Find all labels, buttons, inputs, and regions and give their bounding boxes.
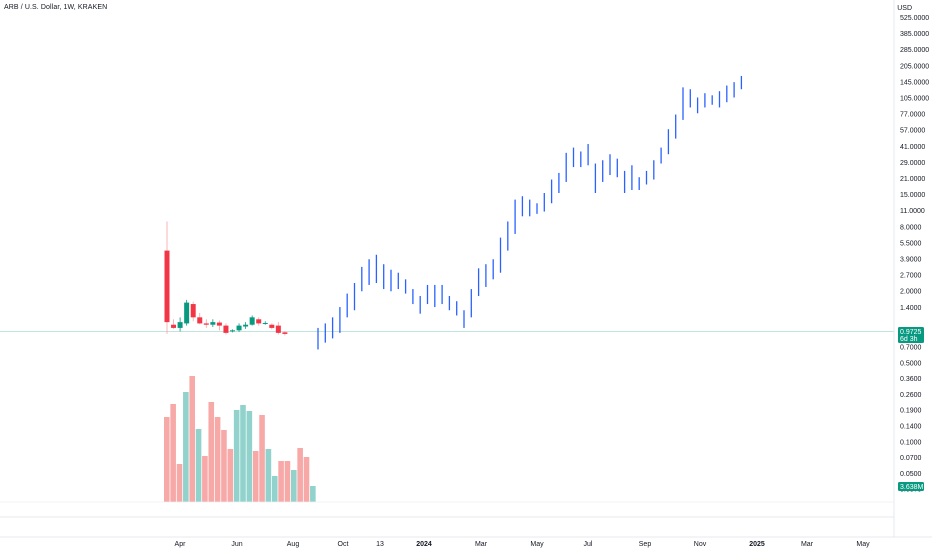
- price-tick-label: 29.0000: [900, 160, 925, 167]
- candle: [269, 323, 275, 330]
- candle: [190, 301, 196, 322]
- volume-bar: [227, 449, 234, 502]
- time-tick-label: Nov: [694, 541, 707, 548]
- volume-bar: [303, 457, 310, 502]
- price-tick-label: 5.5000: [900, 240, 922, 247]
- time-tick-label: Sep: [639, 541, 652, 548]
- price-tick-label: 21.0000: [900, 176, 925, 183]
- current-price-badge: 0.9725 6d 3h: [898, 327, 924, 343]
- volume-bar: [164, 417, 170, 502]
- volume-bar: [271, 476, 278, 502]
- volume-bar: [259, 415, 265, 502]
- price-tick-label: 3.9000: [900, 257, 922, 264]
- volume-bar: [195, 429, 202, 502]
- time-tick-label: 2024: [416, 541, 432, 548]
- candle: [184, 299, 190, 326]
- price-tick-label: 145.0000: [900, 79, 929, 86]
- price-tick-label: 525.0000: [900, 15, 929, 22]
- volume-bar: [291, 470, 297, 502]
- chart-title: ARB / U.S. Dollar, 1W, KRAKEN: [4, 4, 108, 11]
- projection-bars: [317, 75, 743, 350]
- volume-bar: [252, 451, 259, 502]
- volume-bar: [176, 464, 183, 502]
- bar-countdown: 6d 3h: [900, 336, 918, 343]
- candle: [282, 330, 288, 336]
- volume-badge: 3.638M: [898, 482, 924, 491]
- price-tick-label: 2.0000: [900, 289, 922, 296]
- candle: [249, 315, 255, 326]
- time-tick-label: Jun: [231, 541, 242, 548]
- price-tick-label: 77.0000: [900, 112, 925, 119]
- volume-bars: [164, 376, 316, 502]
- volume-bar: [208, 402, 215, 502]
- price-tick-label: 41.0000: [900, 144, 925, 151]
- price-axis[interactable]: 525.0000 385.0000 285.0000 205.0000 145.0000…: [900, 15, 929, 494]
- candle: [171, 319, 177, 329]
- volume-bar: [297, 448, 303, 502]
- time-tick-label: Apr: [175, 541, 187, 548]
- candle: [223, 323, 229, 335]
- price-tick-label: 57.0000: [900, 128, 925, 135]
- candle: [262, 321, 268, 325]
- price-tick-label: 0.1400: [900, 424, 922, 431]
- volume-bar: [183, 392, 189, 502]
- time-tick-label: Mar: [801, 541, 814, 548]
- price-tick-label: 0.5000: [900, 360, 922, 367]
- price-tick-label: 8.0000: [900, 224, 922, 231]
- volume-bar: [310, 486, 316, 502]
- candle: [210, 319, 216, 327]
- candle: [216, 320, 222, 331]
- price-tick-label: 0.1000: [900, 439, 922, 446]
- time-tick-label: Oct: [338, 541, 349, 548]
- price-tick-label: 0.7000: [900, 345, 922, 352]
- time-tick-label: May: [856, 541, 870, 548]
- price-tick-label: 1.4000: [900, 305, 922, 312]
- time-tick-label: Jul: [584, 541, 593, 548]
- volume-bar: [240, 405, 246, 502]
- volume-value: 3.638M: [900, 484, 924, 491]
- price-tick-label: 205.0000: [900, 63, 929, 70]
- price-tick-label: 0.3600: [900, 376, 922, 383]
- price-tick-label: 0.0500: [900, 471, 922, 478]
- time-tick-label: 13: [376, 541, 384, 548]
- candle: [230, 329, 235, 333]
- volume-bar: [214, 417, 221, 502]
- time-tick-label: 2025: [749, 541, 765, 548]
- price-tick-label: 11.0000: [900, 208, 925, 215]
- volume-bar: [189, 376, 195, 502]
- volume-bar: [221, 430, 227, 502]
- volume-bar: [284, 461, 291, 502]
- current-price-value: 0.9725: [900, 329, 922, 336]
- candle: [243, 322, 249, 329]
- time-tick-label: Mar: [475, 541, 488, 548]
- price-tick-label: 2.7000: [900, 273, 922, 280]
- price-tick-label: 0.2600: [900, 392, 922, 399]
- volume-bar: [233, 410, 240, 502]
- time-tick-label: May: [530, 541, 544, 548]
- price-tick-label: 285.0000: [900, 47, 929, 54]
- volume-bar: [278, 461, 284, 502]
- candle: [203, 319, 209, 328]
- candle: [236, 323, 242, 332]
- time-axis[interactable]: Apr Jun Aug Oct 13 2024 Mar May Jul Sep Nov 2025 Mar…: [175, 541, 871, 548]
- candle: [197, 312, 203, 325]
- candlesticks: [164, 221, 288, 336]
- price-tick-label: 15.0000: [900, 192, 925, 199]
- candle: [256, 317, 262, 326]
- candle: [177, 317, 183, 332]
- candle: [275, 322, 281, 335]
- candle: [164, 221, 170, 334]
- price-tick-label: 385.0000: [900, 31, 929, 38]
- price-tick-label: 105.0000: [900, 96, 929, 103]
- price-tick-label: 0.0700: [900, 455, 922, 462]
- volume-bar: [246, 411, 253, 502]
- volume-bar: [170, 404, 176, 502]
- time-tick-label: Aug: [287, 541, 300, 548]
- volume-bar: [202, 456, 208, 502]
- volume-bar: [265, 449, 272, 502]
- currency-label: USD: [897, 5, 912, 12]
- price-tick-label: 0.1900: [900, 408, 922, 415]
